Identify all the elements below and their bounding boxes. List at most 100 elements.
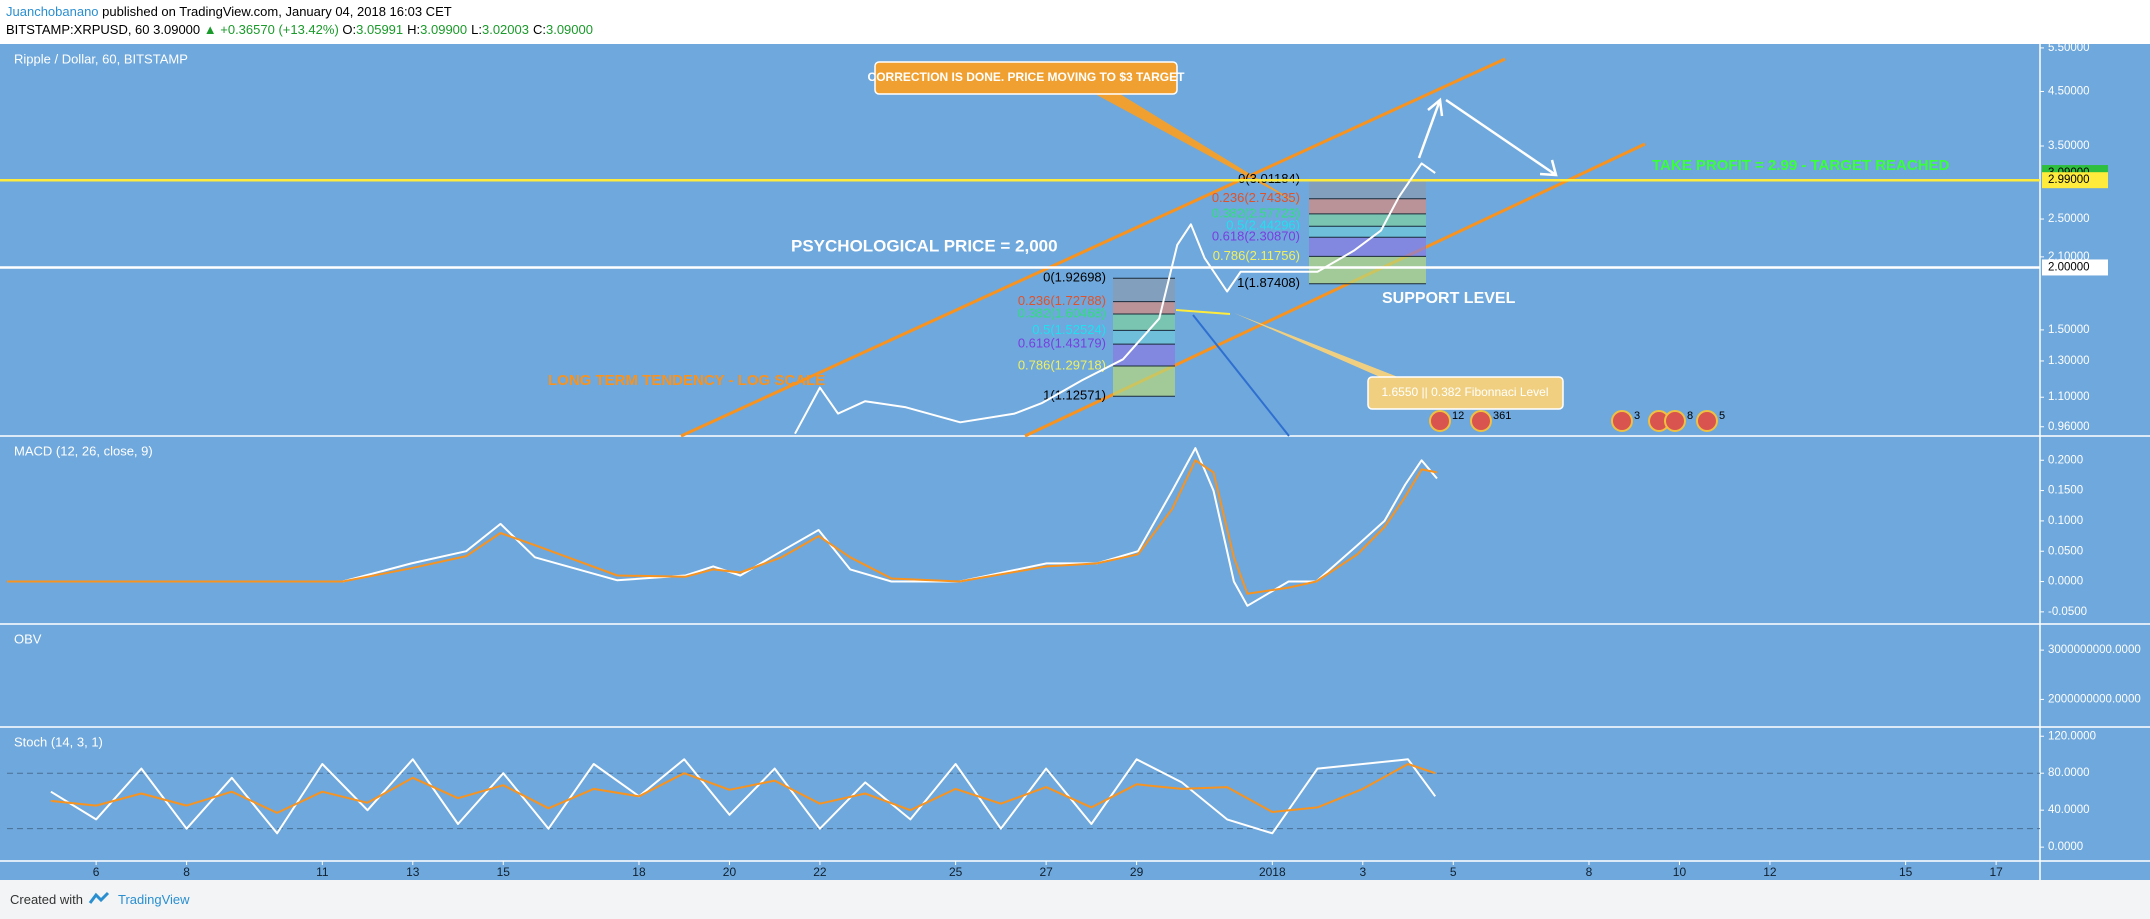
note: 1.6550 || 0.382 Fibonnaci Level: [1381, 385, 1548, 399]
arrow-head: [1427, 97, 1444, 117]
publish-line: Juanchobanano published on TradingView.c…: [6, 4, 452, 19]
ohlc-value: 3.09000: [545, 22, 593, 37]
event-badge: [1696, 410, 1718, 432]
fib-label: 1(1.12571): [1043, 388, 1106, 403]
x-tick-label: 5: [1450, 865, 1457, 879]
event-badge: [1664, 410, 1686, 432]
y-tick-label: 5.50000: [2048, 44, 2090, 54]
series-line: [794, 162, 1436, 435]
fib-label: 0.618(1.43179): [1018, 336, 1106, 351]
x-tick-label: 6: [93, 865, 100, 879]
change: ▲ +0.36570 (+13.42%): [203, 22, 339, 37]
y-tick-label: 0.2000: [2048, 454, 2083, 466]
xaxis-bg: [0, 861, 2150, 880]
y-tick-label: 0.0000: [2048, 576, 2083, 588]
fib-marker: [1175, 309, 1231, 315]
symbol-line: BITSTAMP:XRPUSD, 60 3.09000 ▲ +0.36570 (…: [6, 22, 597, 37]
fib-label: 0.236(1.72788): [1018, 293, 1106, 308]
series-line: [7, 459, 1438, 595]
panel-title: Ripple / Dollar, 60, BITSTAMP: [14, 51, 188, 66]
created: Created with: [10, 892, 83, 907]
panel-title: OBV: [14, 631, 42, 646]
channel-upper: [680, 57, 1506, 438]
event-count: 3: [1634, 410, 1640, 422]
y-tick-label: 2.50000: [2048, 213, 2090, 225]
note: SUPPORT LEVEL: [1382, 290, 1516, 307]
x-tick-label: 22: [813, 865, 827, 879]
x-tick-label: 27: [1039, 865, 1053, 879]
price-label: 2.00000: [2048, 261, 2090, 273]
fib-label: 0.5(1.52524): [1032, 322, 1106, 337]
arrows: [1417, 97, 1558, 177]
fib-band: [1309, 213, 1426, 227]
fib-band: [1113, 366, 1175, 397]
series-line: [50, 763, 1436, 814]
fib-label: 0.786(1.29718): [1018, 357, 1106, 372]
y-tick-label: 3000000000.0000: [2048, 644, 2141, 656]
symbol: BITSTAMP:XRPUSD, 60: [6, 22, 150, 37]
logo-mark: [88, 891, 110, 904]
fib-band: [1309, 179, 1426, 199]
ohlc-label: L:: [471, 22, 482, 37]
note-box: [874, 61, 1178, 95]
price-box: [2042, 259, 2108, 276]
published: published on TradingView.com, January 04…: [98, 4, 452, 19]
panel-title: MACD (12, 26, close, 9): [14, 443, 153, 458]
ohlc-label: C:: [532, 22, 546, 37]
x-tick-label: 3: [1359, 865, 1366, 879]
price-label: 2.99000: [2048, 174, 2090, 186]
y-tick-label: 4.50000: [2048, 85, 2090, 97]
fib-label: 0(1.92698): [1043, 270, 1106, 285]
x-tick-label: 15: [497, 865, 511, 879]
note: LONG TERM TENDENCY - LOG SCALE: [548, 372, 825, 389]
arrow: [1445, 98, 1557, 177]
x-tick-label: 29: [1130, 865, 1144, 879]
fib-label: 0.382(2.57723): [1212, 205, 1300, 220]
ohlc-value: 3.09900: [420, 22, 468, 37]
fib-label: 0(3.01184): [1238, 171, 1300, 186]
event-badge: [1470, 410, 1492, 432]
fib-band: [1309, 256, 1426, 284]
x-tick-label: 17: [1989, 865, 2003, 879]
y-tick-label: 80.0000: [2048, 767, 2090, 779]
y-tick-label: 0.0000: [2048, 841, 2083, 853]
ohlc-value: 3.02003: [481, 22, 529, 37]
x-tick-label: 10: [1673, 865, 1687, 879]
series-line: [7, 447, 1438, 607]
event-count: 5: [1719, 410, 1725, 422]
x-tick-label: 11: [316, 865, 329, 879]
ohlc-value: 3.05991: [356, 22, 404, 37]
y-tick-label: 3.50000: [2048, 140, 2090, 152]
y-tick-label: 1.50000: [2048, 324, 2090, 336]
y-tick-label: 0.96000: [2048, 421, 2090, 433]
header: Juanchobanano published on TradingView.c…: [0, 0, 2150, 44]
fib-band: [1309, 198, 1426, 214]
fib-label: 0.618(2.30870): [1212, 229, 1300, 244]
note-box: [1367, 376, 1564, 410]
chart: 0(3.01184)0.236(2.74335)0.382(2.57723)0.…: [0, 44, 2150, 880]
author[interactable]: Juanchobanano: [6, 4, 99, 19]
arrow-head: [1539, 159, 1558, 177]
callout-tail: [1095, 94, 1302, 206]
fib-label: 0.382(1.60468): [1018, 305, 1106, 320]
y-tick-label: 2000000000.0000: [2048, 693, 2141, 705]
fib-band: [1309, 226, 1426, 238]
x-tick-label: 8: [1586, 865, 1593, 879]
event-count: 12: [1452, 410, 1464, 422]
fib-band: [1113, 278, 1175, 302]
fib-band: [1113, 314, 1175, 331]
y-tick-label: 0.0500: [2048, 545, 2083, 557]
x-tick-label: 15: [1899, 865, 1913, 879]
ohlc-label: O:: [342, 22, 357, 37]
event-count: 8: [1687, 410, 1693, 422]
fib-label: 0.5(2.44296): [1226, 218, 1300, 233]
y-tick-label: 0.1500: [2048, 485, 2083, 497]
series-line: [50, 758, 1437, 835]
x-tick-label: 8: [183, 865, 190, 879]
callout-tail: [1234, 313, 1398, 377]
fib-band: [1113, 344, 1175, 366]
fib-band: [1113, 301, 1175, 314]
ohlc: O:3.05991 H:3.09900 L:3.02003 C:3.09000: [342, 22, 597, 37]
brand[interactable]: TradingView: [118, 892, 190, 907]
fib-label: 0.786(2.11756): [1213, 248, 1300, 263]
